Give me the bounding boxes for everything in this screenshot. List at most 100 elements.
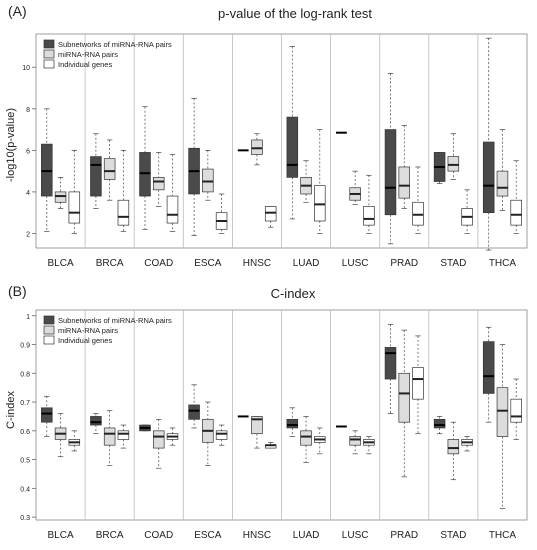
- y-tick-label: 2: [26, 231, 30, 238]
- box: [363, 206, 375, 226]
- box-thca-1: [496, 129, 509, 211]
- box-blca-1: [54, 177, 67, 209]
- box: [314, 185, 326, 222]
- box-luad-2: [314, 129, 326, 234]
- box-lusc-2: [363, 174, 375, 234]
- box-coad-0: [139, 424, 151, 432]
- legend-item: Individual genes: [58, 336, 112, 345]
- box: [447, 439, 460, 455]
- y-tick-label: 0.6: [20, 429, 30, 436]
- category-label: PRAD: [390, 258, 418, 269]
- box: [103, 427, 116, 446]
- legend-swatch: [43, 59, 55, 69]
- category-label: PRAD: [390, 530, 418, 541]
- box-blca-2: [68, 149, 81, 234]
- legend-swatch: [43, 39, 55, 49]
- box-thca-2: [510, 160, 522, 234]
- box-blca-1: [54, 413, 67, 458]
- box: [482, 341, 495, 394]
- box: [349, 436, 361, 446]
- box: [412, 201, 424, 226]
- category-label: BRCA: [96, 258, 124, 269]
- box: [447, 156, 460, 172]
- legend-swatch: [43, 335, 55, 345]
- box-lusc-2: [363, 436, 375, 455]
- category-label: THCA: [489, 258, 517, 269]
- box-coad-0: [139, 106, 151, 230]
- box: [215, 430, 228, 440]
- box: [117, 430, 130, 440]
- box: [286, 116, 299, 178]
- box-thca-0: [482, 37, 495, 251]
- category-label: LUSC: [342, 530, 369, 541]
- box-blca-0: [41, 395, 53, 437]
- box: [286, 418, 299, 429]
- box-stad-1: [447, 133, 460, 180]
- legend-swatch: [43, 325, 55, 335]
- box-esca-2: [215, 424, 228, 446]
- y-tick-label: 0.3: [20, 515, 30, 522]
- category-label: ESCA: [194, 258, 222, 269]
- box-esca-1: [202, 149, 214, 201]
- box: [264, 206, 277, 222]
- panel-b-label: (B): [8, 283, 27, 299]
- y-tick-label: 0.8: [20, 371, 30, 378]
- box-hnsc-1: [251, 133, 263, 166]
- box: [510, 398, 522, 423]
- y-tick-label: 6: [26, 148, 30, 155]
- box-coad-1: [152, 418, 165, 469]
- category-label: LUAD: [293, 530, 320, 541]
- panel-b-ylabel: C-index: [5, 391, 17, 429]
- legend-item: miRNA-RNA pairs: [58, 50, 118, 59]
- box: [90, 416, 102, 426]
- box: [202, 168, 214, 193]
- box: [496, 170, 509, 197]
- category-label: HNSC: [243, 530, 271, 541]
- box: [117, 199, 130, 226]
- box: [188, 404, 200, 420]
- box: [41, 143, 53, 197]
- box: [433, 418, 446, 429]
- box-thca-0: [482, 326, 495, 423]
- box: [139, 152, 151, 197]
- y-tick-label: 10: [22, 65, 30, 72]
- box: [166, 195, 179, 224]
- box: [510, 199, 522, 226]
- box-blca-2: [68, 430, 81, 452]
- box-prad-2: [412, 335, 424, 435]
- legend-item: Individual genes: [58, 60, 112, 69]
- box-luad-2: [314, 427, 326, 455]
- y-tick-label: 4: [26, 190, 30, 197]
- box-lusc-1: [349, 170, 361, 205]
- box: [384, 347, 397, 380]
- panel-b-plot: 0.3 0.4 0.5 0.6 0.7 0.8 0.9 1 BLCA BRCA COAD ESCA HN…: [20, 309, 528, 541]
- box-brca-0: [90, 413, 102, 435]
- box: [398, 372, 411, 423]
- y-tick-label: 0.4: [20, 486, 30, 493]
- box-lusc-1: [349, 430, 361, 455]
- box: [68, 191, 81, 224]
- box-hnsc-2: [264, 206, 277, 228]
- box-prad-1: [398, 329, 411, 478]
- panel-a-title: p-value of the log-rank test: [218, 6, 372, 21]
- panel-b-title: C-index: [271, 286, 316, 301]
- box-prad-1: [398, 125, 411, 209]
- box-hnsc-2: [264, 441, 277, 449]
- category-label: ESCA: [194, 530, 222, 541]
- box-stad-0: [433, 416, 446, 435]
- box-esca-0: [188, 384, 200, 429]
- category-label: BLCA: [47, 258, 73, 269]
- box-coad-2: [166, 154, 179, 232]
- box: [41, 407, 53, 423]
- category-label: STAD: [440, 530, 466, 541]
- box-coad-2: [166, 427, 179, 446]
- box-luad-1: [300, 160, 312, 203]
- box: [482, 141, 495, 214]
- box-brca-1: [103, 139, 116, 201]
- box-stad-2: [461, 189, 473, 234]
- y-tick-label: 8: [26, 107, 30, 114]
- box: [251, 139, 263, 155]
- box-thca-1: [496, 344, 509, 509]
- box-prad-2: [412, 166, 424, 234]
